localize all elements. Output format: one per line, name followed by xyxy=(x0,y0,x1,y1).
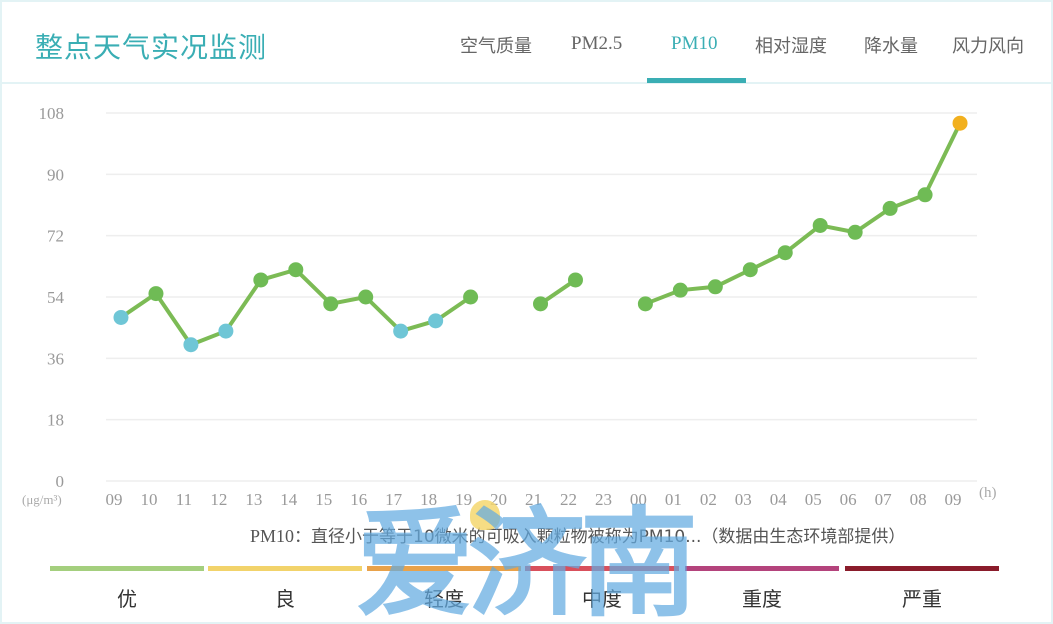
tab-pm25[interactable]: PM2.5 xyxy=(571,33,623,54)
x-tick-label: 14 xyxy=(280,490,298,509)
x-tick-label: 12 xyxy=(210,490,227,509)
pm10-line-chart: 0 18 36 54 72 90 108 09 10 11 12 13 14 15 16 17 18 19 20 2… xyxy=(22,104,997,509)
data-point[interactable] xyxy=(358,289,374,305)
y-tick-label: 0 xyxy=(56,472,65,491)
x-tick-label: 02 xyxy=(700,490,717,509)
level-label-heavy: 重度 xyxy=(742,587,782,611)
data-point[interactable] xyxy=(742,262,758,278)
data-point[interactable] xyxy=(847,224,863,240)
tab-wind[interactable]: 风力风向 xyxy=(952,36,1024,57)
x-tick-label: 05 xyxy=(805,490,822,509)
data-point[interactable] xyxy=(777,245,793,261)
x-axis-ticks: 09 10 11 12 13 14 15 16 17 18 19 20 21 22 23 00 01 02 03 04… xyxy=(106,490,962,509)
data-point[interactable] xyxy=(672,282,688,298)
tab-air-quality[interactable]: 空气质量 xyxy=(460,36,532,57)
data-point[interactable] xyxy=(323,296,339,312)
data-point[interactable] xyxy=(288,262,304,278)
note-prefix: PM10 xyxy=(250,526,295,546)
x-tick-label: 03 xyxy=(735,490,752,509)
x-tick-label: 15 xyxy=(315,490,332,509)
tab-pm10[interactable]: PM10 xyxy=(671,33,718,54)
level-bar-good xyxy=(208,566,362,571)
data-point[interactable] xyxy=(882,200,898,216)
data-point[interactable] xyxy=(253,272,269,288)
x-tick-label: 22 xyxy=(560,490,577,509)
y-axis-unit: (μg/m³) xyxy=(22,492,62,507)
y-tick-label: 72 xyxy=(47,227,64,246)
x-tick-label: 17 xyxy=(385,490,403,509)
x-tick-label: 16 xyxy=(350,490,367,509)
x-tick-label: 08 xyxy=(910,490,927,509)
data-point[interactable] xyxy=(463,289,479,305)
x-tick-label: 09 xyxy=(945,490,962,509)
data-points xyxy=(113,115,968,353)
x-tick-label: 00 xyxy=(630,490,647,509)
data-line xyxy=(119,122,962,347)
pm10-description: PM10：直径小于等于10微米的可吸入颗粒物被称为PM10...（数据由生态环境… xyxy=(250,522,905,547)
y-tick-label: 108 xyxy=(39,104,65,123)
aqi-level-legend: 优 良 轻度 中度 重度 严重 xyxy=(0,566,1053,616)
level-bar-heavy xyxy=(685,566,839,571)
y-axis-ticks: 0 18 36 54 72 90 108 xyxy=(39,104,65,491)
x-tick-label: 21 xyxy=(525,490,542,509)
x-tick-label: 04 xyxy=(770,490,788,509)
x-tick-label: 10 xyxy=(140,490,157,509)
data-point[interactable] xyxy=(428,313,444,329)
y-tick-label: 36 xyxy=(47,349,64,368)
data-point[interactable] xyxy=(917,187,933,203)
level-label-light: 轻度 xyxy=(424,587,464,611)
x-tick-label: 01 xyxy=(665,490,682,509)
data-point[interactable] xyxy=(952,115,968,131)
level-label-severe: 严重 xyxy=(902,587,942,611)
page-title: 整点天气实况监测 xyxy=(35,31,268,64)
tab-precipitation[interactable]: 降水量 xyxy=(864,36,918,57)
y-tick-label: 90 xyxy=(47,165,64,184)
data-point[interactable] xyxy=(533,296,549,312)
data-point[interactable] xyxy=(218,323,234,339)
x-tick-label: 09 xyxy=(106,490,123,509)
x-tick-label: 19 xyxy=(455,490,472,509)
x-tick-label: 13 xyxy=(245,490,262,509)
level-label-excellent: 优 xyxy=(117,587,137,611)
x-tick-label: 18 xyxy=(420,490,437,509)
data-point[interactable] xyxy=(707,279,723,295)
data-point[interactable] xyxy=(637,296,653,312)
level-bar-excellent xyxy=(50,566,204,571)
data-point[interactable] xyxy=(812,217,828,233)
active-tab-indicator xyxy=(647,78,746,83)
level-bar-light xyxy=(367,566,521,571)
level-label-good: 良 xyxy=(275,587,295,611)
level-bar-severe xyxy=(845,566,999,571)
x-tick-label: 11 xyxy=(176,490,192,509)
data-point[interactable] xyxy=(393,323,409,339)
level-label-moderate: 中度 xyxy=(582,587,622,611)
data-point[interactable] xyxy=(183,337,199,353)
data-point[interactable] xyxy=(567,272,583,288)
level-bar-moderate xyxy=(525,566,679,571)
x-tick-label: 07 xyxy=(875,490,893,509)
x-tick-label: 23 xyxy=(595,490,612,509)
x-tick-label: 06 xyxy=(840,490,857,509)
x-axis-unit: (h) xyxy=(979,485,997,501)
y-tick-label: 54 xyxy=(47,288,65,307)
data-point[interactable] xyxy=(148,286,164,302)
panel-header: 整点天气实况监测 空气质量 PM2.5 PM10 相对湿度 降水量 风力风向 xyxy=(2,2,1051,84)
data-point[interactable] xyxy=(113,309,129,325)
note-text: ：直径小于等于10微米的可吸入颗粒物被称为PM10...（数据由生态环境部提供） xyxy=(294,527,906,547)
y-tick-label: 18 xyxy=(47,411,64,430)
tab-humidity[interactable]: 相对湿度 xyxy=(755,36,827,57)
x-tick-label: 20 xyxy=(490,490,507,509)
